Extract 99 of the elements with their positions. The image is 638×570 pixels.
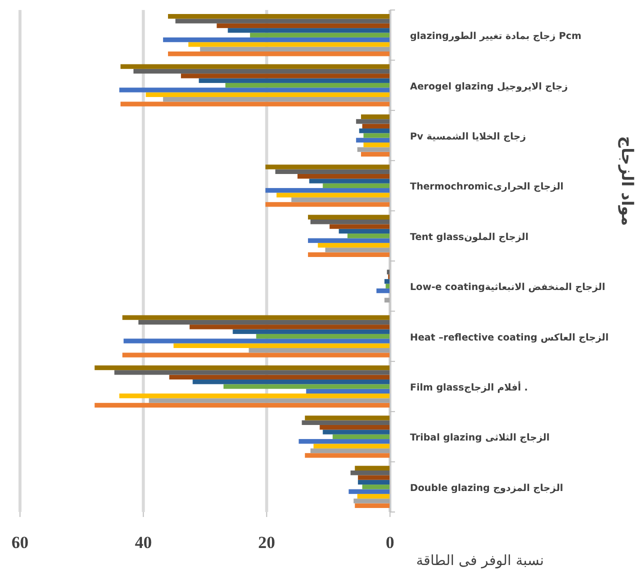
bar — [192, 379, 390, 384]
bar — [168, 14, 390, 19]
bar — [354, 503, 390, 508]
bar — [330, 224, 390, 229]
bar — [356, 119, 390, 124]
bar — [216, 23, 390, 28]
bar — [354, 498, 390, 504]
bar — [308, 238, 390, 243]
bar — [320, 424, 390, 430]
y-tick-label: Tent glassالزجاج الملون — [410, 232, 528, 243]
y-tick-label: Film glassأفلام الزجاج . — [410, 380, 528, 394]
bar — [325, 248, 390, 252]
bar — [362, 124, 390, 128]
bar — [119, 88, 390, 92]
y-axis-title: مواد الزجاج — [618, 136, 637, 226]
x-tick-label: 40 — [134, 533, 152, 552]
bar — [232, 329, 390, 334]
bar — [308, 214, 390, 220]
bar — [350, 470, 390, 476]
bar — [120, 64, 390, 69]
bar — [322, 430, 390, 434]
bar — [347, 234, 390, 238]
bar — [356, 138, 390, 143]
y-tick-label: Double glazing الزجاج المزدوج — [410, 482, 564, 494]
bar — [163, 37, 390, 42]
bar — [306, 388, 390, 394]
bar — [114, 370, 390, 375]
bar — [348, 489, 390, 494]
bar — [359, 128, 390, 134]
y-tick-label: Low-e coatingالزجاج المنخفض الانبعاثية — [410, 282, 606, 294]
bar — [361, 114, 390, 120]
bar — [357, 147, 390, 152]
x-axis-title: نسبة الوفر فى الطاقة — [416, 553, 544, 569]
bar — [362, 484, 390, 490]
bar — [122, 352, 390, 358]
bar — [309, 178, 390, 184]
bar — [361, 152, 390, 157]
bar — [225, 82, 390, 88]
bar — [304, 453, 390, 458]
y-tick-label: Aerogel glazing زجاج الايروجيل — [410, 81, 568, 92]
bar — [163, 97, 390, 102]
bar — [174, 343, 390, 348]
bar — [94, 365, 390, 370]
bar — [308, 252, 390, 257]
bar — [276, 192, 390, 198]
x-tick-label: 20 — [258, 533, 276, 552]
bar — [357, 494, 390, 499]
bar — [304, 416, 390, 420]
bar — [200, 46, 390, 52]
y-tick-label: Heat –reflective coating الزجاج العاكس — [410, 332, 609, 344]
bar — [248, 348, 390, 353]
bar — [168, 52, 390, 56]
bar — [363, 142, 390, 148]
x-tick-label: 0 — [386, 533, 394, 552]
bar — [250, 32, 390, 38]
bar — [119, 394, 390, 398]
bar — [298, 439, 390, 444]
bar — [310, 448, 390, 454]
x-tick-label: 60 — [12, 533, 28, 552]
bar — [94, 402, 390, 408]
bar — [265, 202, 390, 207]
bar — [133, 68, 390, 74]
bar — [376, 288, 390, 294]
bar — [228, 28, 390, 33]
bar — [322, 183, 390, 188]
bar — [338, 228, 390, 234]
bar — [180, 74, 390, 78]
bar — [224, 384, 390, 389]
bar — [265, 164, 390, 170]
y-tick-label: Thermochromicالزجاج الحرارى — [410, 182, 564, 193]
y-tick-label: Pv زجاج الخلايا الشمسية — [410, 132, 526, 142]
bar — [256, 334, 390, 339]
bar — [275, 169, 390, 174]
bar — [291, 197, 390, 202]
bar — [332, 434, 390, 440]
bar — [318, 242, 390, 248]
bar — [188, 42, 390, 47]
bar — [358, 480, 390, 485]
bar — [138, 320, 390, 325]
bar — [358, 475, 390, 480]
bar — [265, 188, 390, 193]
bar — [363, 133, 390, 138]
bar — [175, 18, 390, 24]
bar — [310, 220, 390, 224]
bar — [354, 466, 390, 470]
bar — [298, 174, 390, 179]
bar — [122, 315, 390, 320]
bar — [120, 102, 390, 106]
bar — [169, 374, 390, 380]
y-tick-label: glazingزجاج بمادة تغيير الطور Pcm — [410, 31, 582, 42]
bar — [146, 92, 390, 98]
bar — [384, 279, 390, 284]
bar — [148, 398, 390, 403]
y-tick-label: Tribal glazing الزجاج الثلاثى — [410, 432, 550, 444]
bar — [198, 78, 390, 83]
bar — [190, 324, 390, 330]
bar — [314, 444, 390, 448]
bar — [124, 338, 390, 344]
bar — [302, 420, 390, 425]
